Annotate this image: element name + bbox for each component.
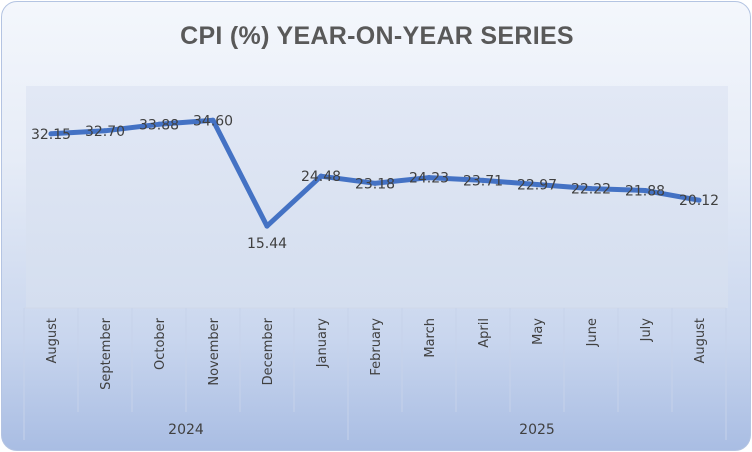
data-label: 21.88 <box>625 184 665 200</box>
data-point <box>48 131 54 137</box>
data-point <box>102 128 108 134</box>
plot-area <box>26 86 728 308</box>
data-point <box>156 121 162 127</box>
data-label: 33.88 <box>139 117 179 133</box>
data-label: 24.23 <box>409 171 449 187</box>
category-label: April <box>477 318 492 348</box>
data-label: 20.12 <box>679 193 719 209</box>
data-label: 23.18 <box>355 176 395 192</box>
year-label: 2024 <box>168 422 204 438</box>
chart-title: CPI (%) YEAR-ON-YEAR SERIES <box>180 22 574 50</box>
category-label: March <box>423 318 438 358</box>
year-label: 2025 <box>519 422 555 438</box>
data-point <box>318 173 324 179</box>
data-label: 22.22 <box>571 182 611 198</box>
data-label: 32.15 <box>31 127 71 143</box>
series-line <box>48 117 702 229</box>
data-label: 22.97 <box>517 178 557 194</box>
data-label: 32.70 <box>85 124 125 140</box>
category-label: October <box>153 317 168 370</box>
category-label: June <box>585 318 600 347</box>
category-label: December <box>261 317 276 385</box>
data-label: 24.48 <box>301 169 341 185</box>
category-label: January <box>315 318 330 369</box>
data-label: 34.60 <box>193 113 233 129</box>
data-point <box>480 177 486 183</box>
data-point <box>372 180 378 186</box>
category-label: November <box>207 317 222 385</box>
data-point <box>264 223 270 229</box>
data-point <box>642 188 648 194</box>
data-point <box>426 175 432 181</box>
data-point <box>696 197 702 203</box>
data-label: 23.71 <box>463 173 503 189</box>
data-point <box>534 182 540 188</box>
data-point <box>588 186 594 192</box>
category-label: May <box>531 318 546 345</box>
category-label: July <box>639 318 654 343</box>
category-label: September <box>99 317 114 390</box>
data-point <box>210 117 216 123</box>
category-label: August <box>45 318 60 364</box>
category-label: August <box>693 318 708 364</box>
category-label: February <box>369 318 384 376</box>
data-label: 15.44 <box>247 236 287 252</box>
